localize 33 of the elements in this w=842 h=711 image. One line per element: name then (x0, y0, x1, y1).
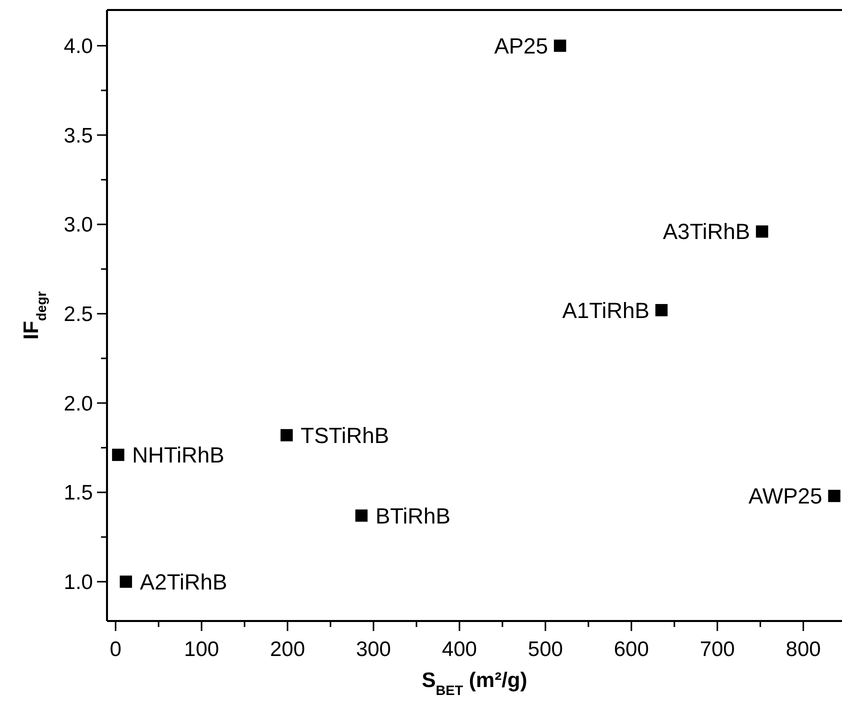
x-tick-label: 100 (184, 638, 220, 661)
y-tick-label: 1.0 (64, 571, 93, 594)
point (828, 490, 840, 502)
annotation: NHTiRhB (132, 442, 224, 468)
x-tick-label: 400 (442, 638, 477, 661)
annotation: AWP25 (748, 484, 822, 509)
x-tick-label: 600 (614, 638, 649, 661)
x-tick-label: 200 (270, 638, 306, 661)
y-tick-label: 1.5 (64, 482, 93, 505)
x-tick-label: 300 (356, 638, 392, 661)
y-tick-label: 2.0 (64, 392, 93, 416)
y-tick-label: 3.5 (64, 124, 93, 148)
annotation: AP25 (494, 33, 548, 58)
point (112, 448, 124, 461)
annotation: A2TiRhB (140, 569, 228, 594)
point (756, 225, 768, 238)
x-tick-label: 0 (110, 638, 122, 661)
x-tick-label: 500 (528, 638, 563, 661)
annotation: BTiRhB (375, 503, 450, 528)
y-tick-label: 4.0 (64, 35, 93, 58)
point (554, 40, 566, 52)
x-tick-label: 700 (700, 638, 735, 661)
annotation: TSTiRhB (300, 422, 390, 448)
y-tick-label: 3.0 (64, 214, 93, 237)
point (280, 429, 293, 442)
y-tick-label: 2.5 (64, 303, 93, 326)
point (120, 576, 132, 588)
x-axis-title: S$_{BET}$ (m²/g) (422, 669, 528, 698)
x-tick-label: 800 (786, 638, 821, 661)
point (655, 304, 668, 316)
point (355, 509, 368, 522)
annotation: A3TiRhB (662, 219, 750, 244)
annotation: A1TiRhB (562, 298, 650, 323)
